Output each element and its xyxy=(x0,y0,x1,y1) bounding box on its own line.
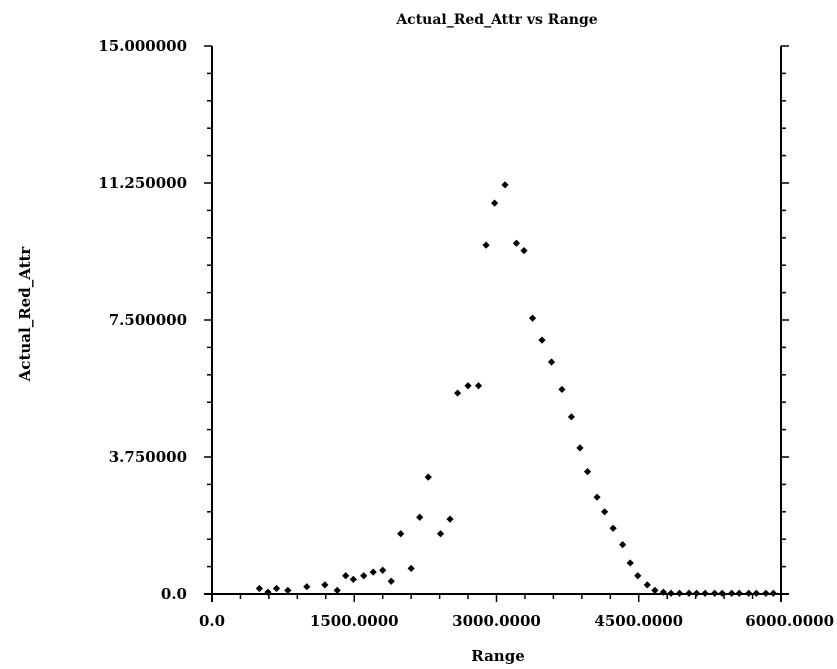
data-point xyxy=(576,444,584,452)
data-point xyxy=(436,530,445,538)
x-tick-label: 6000.0000 xyxy=(745,612,834,630)
data-point xyxy=(675,589,684,597)
data-point xyxy=(360,572,368,580)
chart-title: Actual_Red_Attr vs Range xyxy=(395,12,597,28)
data-point xyxy=(593,493,601,501)
data-point xyxy=(601,508,609,516)
data-point xyxy=(728,589,736,597)
data-point xyxy=(643,581,651,589)
data-point xyxy=(745,589,753,597)
data-point xyxy=(583,468,592,476)
data-point xyxy=(474,382,483,390)
data-point xyxy=(272,584,281,593)
data-point xyxy=(520,246,528,255)
x-tick-label: 3000.0000 xyxy=(452,612,541,630)
data-point xyxy=(567,413,576,421)
data-point xyxy=(321,581,329,589)
data-point xyxy=(685,589,693,597)
data-point xyxy=(512,239,521,247)
data-point xyxy=(651,586,659,594)
data-point xyxy=(255,584,264,593)
data-point xyxy=(762,589,770,597)
data-points xyxy=(255,181,778,597)
data-point xyxy=(626,559,634,567)
plot-frame xyxy=(204,46,789,602)
data-point xyxy=(692,589,701,597)
data-point xyxy=(528,314,537,322)
y-tick-label: 11.250000 xyxy=(98,174,187,192)
data-point xyxy=(609,524,617,532)
data-point xyxy=(379,566,387,574)
data-point xyxy=(387,577,395,585)
data-point xyxy=(718,589,726,597)
data-point xyxy=(342,572,350,580)
data-point xyxy=(667,589,675,597)
data-point xyxy=(659,588,668,596)
data-point xyxy=(416,513,424,521)
data-point xyxy=(349,575,357,583)
data-point xyxy=(752,589,760,597)
data-point xyxy=(284,586,292,594)
data-point xyxy=(454,389,462,397)
y-axis-label: Actual_Red_Attr xyxy=(16,246,34,383)
data-point xyxy=(538,336,546,344)
x-axis-label: Range xyxy=(471,647,524,665)
data-point xyxy=(397,530,405,538)
data-point xyxy=(482,241,490,249)
x-tick-label: 4500.0000 xyxy=(594,612,683,630)
data-point xyxy=(634,572,642,580)
data-point xyxy=(369,568,377,576)
y-tick-label: 3.750000 xyxy=(109,448,187,466)
data-point xyxy=(264,588,272,596)
data-point xyxy=(547,358,556,366)
x-tick-label: 0.0 xyxy=(199,612,225,630)
tick-labels: 0.0 3.750000 7.500000 11.250000 15.000000 0.0… xyxy=(98,37,834,630)
data-point xyxy=(711,589,719,597)
data-point xyxy=(701,589,709,597)
data-point xyxy=(619,541,627,549)
y-tick-label: 0.0 xyxy=(161,585,187,603)
tick-marks xyxy=(204,45,789,602)
data-point xyxy=(424,473,432,481)
y-tick-label: 15.000000 xyxy=(98,37,187,55)
y-tick-label: 7.500000 xyxy=(109,311,187,329)
data-point xyxy=(446,515,454,523)
data-point xyxy=(333,586,341,594)
data-point xyxy=(491,199,499,207)
data-point xyxy=(407,564,415,573)
data-point xyxy=(303,583,311,591)
data-point xyxy=(501,181,509,189)
data-point xyxy=(464,382,472,390)
data-point xyxy=(558,385,566,394)
x-tick-label: 1500.0000 xyxy=(310,612,399,630)
data-point xyxy=(735,589,743,597)
data-point xyxy=(769,589,778,597)
